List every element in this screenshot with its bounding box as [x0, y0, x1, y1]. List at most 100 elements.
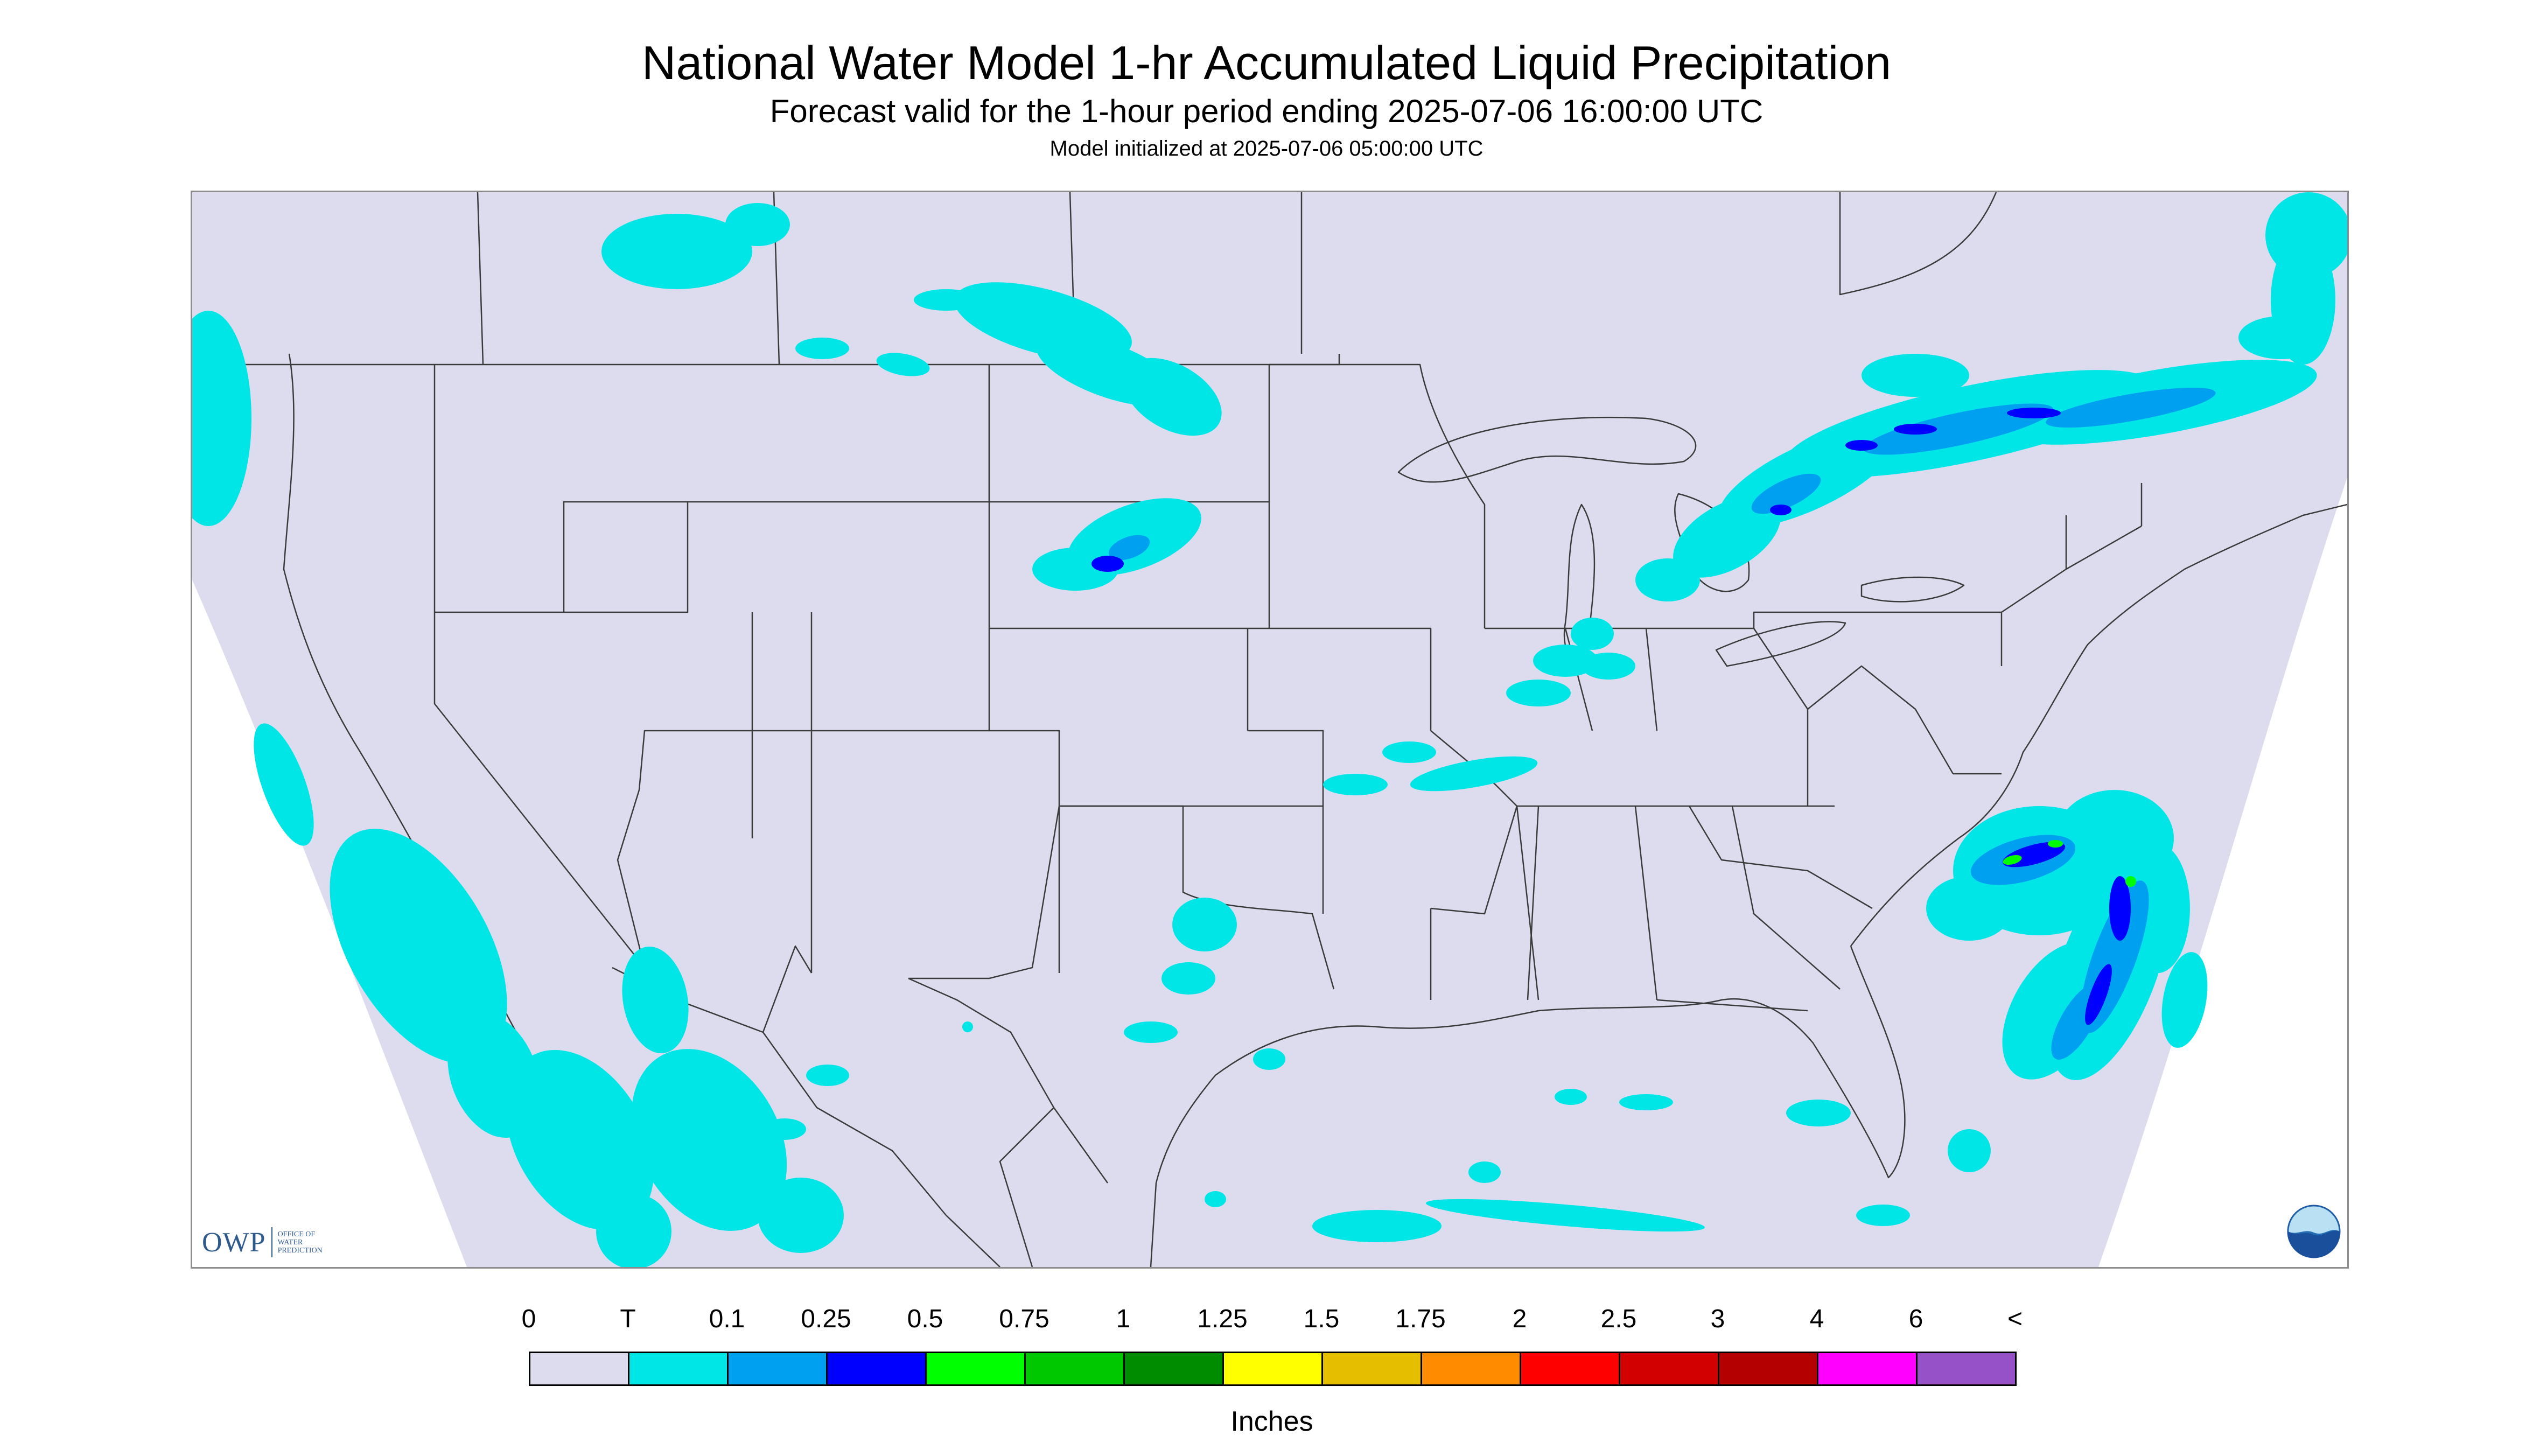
precip-area-trace [1533, 645, 1598, 677]
legend-color-box [1421, 1352, 1521, 1386]
legend-tick-label: < [2007, 1305, 2023, 1333]
state-line [1656, 999, 1808, 1012]
precip-area-trace [1619, 1094, 1673, 1110]
lake-ontario-outline [1860, 576, 1965, 603]
legend-tick-label: 1.25 [1197, 1305, 1248, 1333]
precip-area-trace [192, 311, 251, 526]
legend-color-box [826, 1352, 927, 1386]
lake-superior-outline [1397, 416, 1697, 483]
precip-area-trace [758, 1178, 844, 1253]
precip-area-trace [2002, 942, 2109, 1080]
precip-area-trace [1786, 1100, 1851, 1126]
legend-tick-label: 0.25 [801, 1305, 851, 1333]
state-line [1731, 806, 1841, 990]
texas-coast-line [1150, 1075, 1216, 1267]
state-line [1248, 627, 1432, 731]
precip-area-heavy [2125, 876, 2136, 887]
precip-area-trace [1948, 1129, 1991, 1172]
precip-area-trace [506, 1049, 654, 1230]
legend-color-box [1123, 1352, 1224, 1386]
precipitation-map[interactable]: OWP OFFICE OF WATER PREDICTION [191, 191, 2349, 1269]
legend-color-box [1619, 1352, 1719, 1386]
map-canvas[interactable] [192, 192, 2347, 1267]
owp-logo-office-text: OFFICE OF WATER PREDICTION [277, 1230, 323, 1255]
mexico-state-line [946, 1215, 1000, 1267]
precip-area-trace [1506, 680, 1571, 706]
precip-area-trace [330, 829, 507, 1063]
mexico-state-line [762, 945, 813, 1033]
legend-color-box [1718, 1352, 1818, 1386]
precip-area-trace [1926, 876, 2012, 941]
state-line [617, 730, 811, 968]
precip-area-trace [1571, 618, 1614, 650]
precip-area-moderate [2007, 408, 2061, 418]
precip-area-trace [2265, 192, 2347, 278]
legend-tick-label: T [620, 1305, 636, 1333]
state-line [1430, 730, 1517, 807]
noaa-logo-icon [2287, 1205, 2341, 1258]
legend-color-box [628, 1352, 729, 1386]
legend-color-box [1321, 1352, 1422, 1386]
precip-area-trace [601, 214, 752, 289]
legend-tick-label: 2.5 [1600, 1305, 1637, 1333]
state-line [1430, 806, 1518, 915]
precip-area-trace [962, 1021, 973, 1032]
forecast-valid-subtitle: Forecast valid for the 1-hour period end… [769, 93, 1764, 129]
precip-area-trace [1124, 1021, 1178, 1043]
legend-color-box [1916, 1352, 2017, 1386]
state-line [1269, 363, 1486, 628]
state-line [1516, 806, 1540, 1000]
owp-logo-divider [271, 1227, 272, 1257]
precip-area-moderate [1091, 556, 1124, 572]
state-line [1753, 611, 2003, 666]
state-boundaries [192, 192, 2347, 1267]
state-line [1248, 730, 1324, 806]
precipitation-field [192, 192, 2347, 1267]
precip-area-moderate [1845, 440, 1878, 451]
legend-tick-label: 4 [1809, 1305, 1824, 1333]
legend-tick-label: 3 [1710, 1305, 1725, 1333]
precip-area-trace [2161, 952, 2208, 1048]
state-line [1059, 805, 1335, 990]
precip-area-trace [1635, 558, 1700, 601]
precip-area-trace [1673, 496, 1781, 578]
precip-area-light [1863, 403, 2054, 455]
precip-area-trace [1856, 1205, 1910, 1226]
precip-area-trace [1123, 358, 1222, 436]
legend-color-box [1024, 1352, 1125, 1386]
precip-area-trace [1410, 756, 1538, 792]
canada-province-line [477, 192, 484, 365]
precip-area-trace [622, 946, 689, 1054]
precip-area-light [1108, 535, 1150, 561]
legend-tick-label: 1 [1116, 1305, 1131, 1333]
mexico-state-line [999, 1107, 1054, 1267]
precip-area-trace [1161, 962, 1215, 995]
precip-area-trace [1253, 1048, 1285, 1070]
state-line [433, 612, 645, 968]
state-line [1807, 665, 1954, 774]
lake-erie-outline [1715, 621, 1846, 667]
legend-tick-label: 2 [1512, 1305, 1527, 1333]
state-line [811, 730, 1060, 973]
precip-area-trace [1862, 354, 1969, 397]
precip-area-trace [876, 353, 930, 376]
legend-units: Inches [1230, 1406, 1313, 1437]
precip-area-trace [254, 723, 314, 846]
atlantic-coast-line [1850, 503, 2347, 947]
precip-area-moderate [1770, 505, 1792, 515]
legend-color-box [925, 1352, 1026, 1386]
precip-area-trace [631, 1049, 787, 1231]
state-line [908, 806, 1060, 979]
precip-area-trace [725, 203, 790, 246]
legend-tick-label: 0.5 [907, 1305, 943, 1333]
precip-area-trace [596, 1194, 671, 1267]
precip-area-light [2046, 387, 2216, 428]
legend-color-box [1817, 1352, 1918, 1386]
precip-area-light [1751, 473, 1821, 514]
legend-color-box [1520, 1352, 1620, 1386]
precip-area-trace [1555, 1089, 1587, 1105]
state-line [1688, 806, 1873, 909]
precip-area-trace [1382, 741, 1436, 763]
legend-tick-label: 6 [1908, 1305, 1923, 1333]
precipitation-legend: 0 T 0.1 0.25 0.5 0.75 1 1.25 1.5 1.75 2 2.5 3 4 6 < Inc… [522, 1288, 2023, 1450]
